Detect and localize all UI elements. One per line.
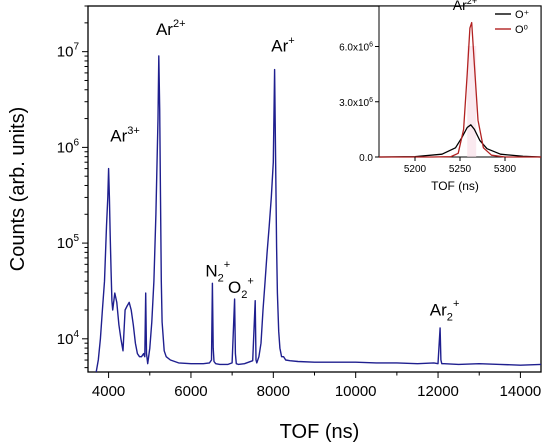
inset-y-tick-label: 3.0x106 [339,97,373,109]
peak-label-sub: 2 [241,289,247,301]
y-tick-base: 10 [57,139,74,156]
inset-x-axis-title: TOF (ns) [431,179,479,193]
inset-y-tick-base: 3.0x10 [339,98,369,109]
peak-label-sub: 2 [447,312,453,324]
peak-label-sup: 3+ [127,125,140,137]
inset-peak-label-base: Ar [453,0,467,13]
x-tick-label: 10000 [335,383,377,400]
peak-label-base: Ar [156,20,173,39]
x-tick-label: 14000 [500,383,542,400]
inset-peak-label-sup: 2+ [467,0,477,6]
legend-label: O⁰ [515,24,529,36]
x-axis-title: TOF (ns) [280,421,360,443]
peak-label-sup: + [288,35,294,47]
peak-label: N2+ [205,259,230,285]
peak-label-sup: + [247,276,253,288]
peak-label-sup: 2+ [173,18,186,30]
peak-label-sub: 2 [218,272,224,284]
inset-y-tick-label: 6.0x106 [339,42,373,54]
peak-label-base: Ar [430,301,447,320]
y-tick-base: 10 [57,331,74,348]
x-tick-label: 8000 [257,383,290,400]
y-tick-base: 10 [57,235,74,252]
inset-y-tick-base: 6.0x10 [339,43,369,54]
peak-label-sup: + [224,259,230,271]
inset-frame [378,5,542,158]
legend-label: O⁺ [515,9,530,21]
peak-label: Ar2+ [430,298,460,324]
main-plot: 4000 6000 8000 10000 12000 14000104105106107T… [7,5,542,443]
inset-y-tick-label: 0.0 [359,153,373,164]
peak-label-base: N [205,261,217,280]
y-tick-exp: 4 [73,329,79,340]
x-tick-label: 4000 [92,383,125,400]
inset-peak-shading [467,46,477,157]
y-tick-label: 106 [57,137,80,156]
x-tick-label: 12000 [417,383,459,400]
y-tick-label: 105 [57,233,80,252]
inset-y-tick-exp: 6 [369,42,373,49]
inset-series-line [379,21,541,158]
inset-peak-label: Ar2+ [453,0,477,13]
peak-label: O2+ [228,276,254,302]
peak-label: Ar2+ [156,18,186,39]
peak-label-base: Ar [271,37,288,56]
y-tick-exp: 6 [73,137,79,148]
inset-x-tick-label: 5250 [449,164,472,175]
inset-y-tick-base: 0.0 [359,153,373,164]
peak-label: Ar+ [271,35,294,56]
peak-label-sup: + [453,298,459,310]
y-tick-base: 10 [57,44,74,61]
y-tick-exp: 7 [73,42,79,53]
y-tick-label: 104 [57,329,80,348]
y-axis-title: Counts (arb. units) [7,107,29,272]
y-tick-exp: 5 [73,233,79,244]
x-tick-label: 6000 [174,383,207,400]
peak-label: Ar3+ [110,125,140,146]
inset-x-tick-label: 5300 [494,164,517,175]
inset-y-tick-exp: 6 [369,97,373,104]
y-tick-label: 107 [57,42,80,61]
peak-label-base: O [228,278,241,297]
spectrum-line [95,55,542,373]
peak-label-base: Ar [110,127,127,146]
inset-series-line [378,124,542,158]
inset-x-tick-label: 5200 [404,164,427,175]
